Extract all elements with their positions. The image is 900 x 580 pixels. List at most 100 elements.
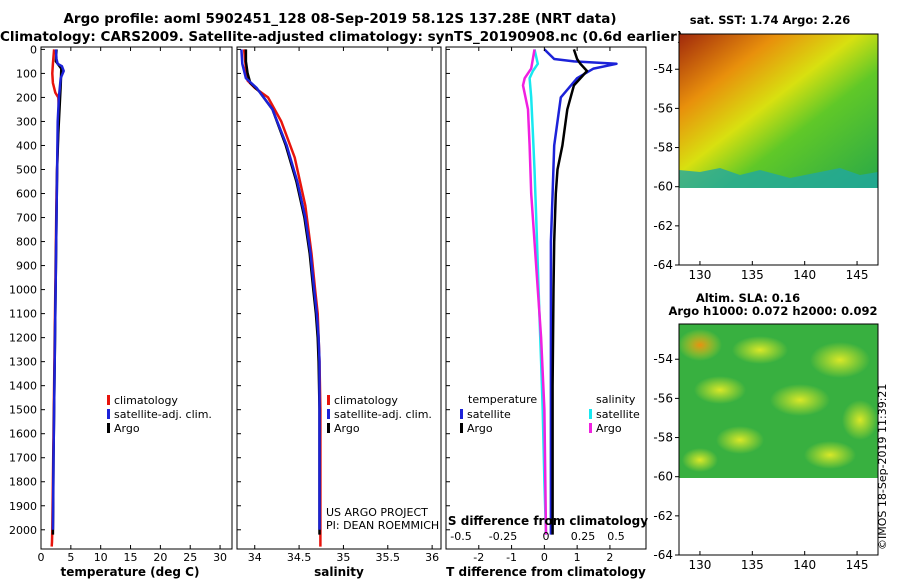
depth-tick-label: 1800 <box>9 476 37 489</box>
title-line-1: Argo profile: aoml 5902451_128 08-Sep-20… <box>63 11 617 27</box>
s-diff-tick-label: 0 <box>543 530 550 543</box>
imos-timestamp: ©IMOS 18-Sep-2019 11:39:21 <box>876 383 889 550</box>
legend-salinity-title: salinity <box>596 393 636 406</box>
depth-tick-label: 700 <box>16 212 37 225</box>
series-salinity-satellite <box>528 49 548 535</box>
map-y-tick-label: -58 <box>653 431 673 445</box>
x-tick-label: 1 <box>574 551 581 564</box>
depth-tick-label: 1000 <box>9 284 37 297</box>
map-y-tick-label: -54 <box>653 352 673 366</box>
x-tick-label: 0 <box>38 551 45 564</box>
series-satellite-adj-clim- <box>51 49 65 530</box>
sst-field <box>679 34 878 188</box>
depth-tick-label: 800 <box>16 236 37 249</box>
temperature-legend: climatology satellite-adj. clim. Argo <box>107 394 212 435</box>
x-tick-label: -2 <box>473 551 484 564</box>
depth-tick-label: 1600 <box>9 428 37 441</box>
x-tick-label: 15 <box>124 551 138 564</box>
salinity-panel: 34 34.5 35 35.5 36 salinity climatology sate… <box>236 46 442 579</box>
s-diff-tick-label: 0.5 <box>607 530 625 543</box>
depth-tick-label: 900 <box>16 260 37 273</box>
legend-t-satellite: satellite <box>467 408 511 421</box>
legend-argo-s: Argo <box>334 422 360 435</box>
difference-panel: -2 -1 0 1 2 T difference from climatology S … <box>445 46 648 579</box>
depth-tick-label: 1700 <box>9 452 37 465</box>
s-diff-tick-label: 0.25 <box>571 530 596 543</box>
depth-tick-label: 1300 <box>9 356 37 369</box>
x-tick-label: 35 <box>336 551 350 564</box>
map-x-tick-label: 145 <box>846 558 869 572</box>
x-tick-label: 34.5 <box>287 551 312 564</box>
map-x-tick-label: 130 <box>688 268 711 282</box>
sst-map-title: sat. SST: 1.74 Argo: 2.26 <box>690 13 850 27</box>
salinity-plot-frame <box>236 46 442 550</box>
s-diff-tick-label: -0.5 <box>450 530 471 543</box>
depth-tick-label: 1100 <box>9 308 37 321</box>
depth-tick-label: 400 <box>16 139 37 152</box>
map-y-tick-label: -64 <box>653 258 673 272</box>
map-y-tick-label: -64 <box>653 548 673 562</box>
temperature-axis-label: temperature (deg C) <box>61 565 200 579</box>
x-tick-label: 25 <box>183 551 197 564</box>
sst-cold-fringe <box>679 168 878 188</box>
x-tick-label: 0 <box>541 551 548 564</box>
legend-temperature-title: temperature <box>468 393 537 406</box>
depth-tick-label: 500 <box>16 163 37 176</box>
map-y-tick-label: -56 <box>653 101 673 115</box>
depth-tick-label: 0 <box>30 43 37 56</box>
sla-map-title-2: Argo h1000: 0.072 h2000: 0.092 <box>668 304 877 318</box>
title-line-2: Climatology: CARS2009. Satellite-adjuste… <box>0 29 683 45</box>
map-x-tick-label: 140 <box>793 268 816 282</box>
depth-tick-label: 100 <box>16 67 37 80</box>
map-x-tick-label: 145 <box>846 268 869 282</box>
sla-map-frame <box>678 323 879 556</box>
legend-climatology-s: climatology <box>334 394 398 407</box>
depth-tick-label: 600 <box>16 188 37 201</box>
depth-tick-label: 1400 <box>9 380 37 393</box>
legend-satellite: satellite-adj. clim. <box>114 408 212 421</box>
legend-argo: Argo <box>114 422 140 435</box>
map-y-tick-label: -60 <box>653 470 673 484</box>
map-x-tick-label: 135 <box>741 558 764 572</box>
x-tick-label: 30 <box>213 551 227 564</box>
map-x-tick-label: 140 <box>793 558 816 572</box>
x-tick-label: 5 <box>67 551 74 564</box>
x-tick-label: 36 <box>425 551 439 564</box>
s-difference-axis-label: S difference from climatology <box>448 514 648 528</box>
difference-plot-frame <box>445 46 647 550</box>
sst-nodata <box>679 188 878 265</box>
x-tick-label: 35.5 <box>376 551 401 564</box>
depth-tick-label: 1200 <box>9 332 37 345</box>
temperature-panel: 0 5 10 15 20 25 30 temperature (deg C) climato… <box>38 46 233 579</box>
x-tick-label: 20 <box>153 551 167 564</box>
legend-s-argo: Argo <box>596 422 622 435</box>
depth-axis: 0 100 200 300 400 500 600 700 800 900 1000 1100 1200… <box>9 43 37 536</box>
x-tick-label: 10 <box>94 551 108 564</box>
depth-tick-label: 1500 <box>9 404 37 417</box>
depth-tick-label: 1900 <box>9 500 37 513</box>
sla-nodata <box>679 478 878 555</box>
series-salinity-argo <box>521 49 548 535</box>
map-y-tick-label: -62 <box>653 509 673 523</box>
map-x-tick-label: 135 <box>741 268 764 282</box>
map-y-tick-label: -54 <box>653 62 673 76</box>
salinity-axis-label: salinity <box>314 565 364 579</box>
map-y-tick-label: -60 <box>653 180 673 194</box>
series-temperature-argo <box>551 49 589 535</box>
sla-map: Altim. SLA: 0.16 Argo h1000: 0.072 h2000… <box>653 291 879 572</box>
salinity-legend: climatology satellite-adj. clim. Argo <box>327 394 432 435</box>
t-difference-axis-label: T difference from climatology <box>446 565 646 579</box>
depth-tick-label: 200 <box>16 91 37 104</box>
sst-map: sat. SST: 1.74 Argo: 2.26 130 135 140 145 -5… <box>653 13 879 282</box>
temperature-plot-frame <box>40 46 233 550</box>
legend-s-satellite: satellite <box>596 408 640 421</box>
legend-satellite-s: satellite-adj. clim. <box>334 408 432 421</box>
s-diff-tick-label: -0.25 <box>489 530 517 543</box>
sst-map-frame <box>678 33 879 266</box>
x-tick-label: 2 <box>606 551 613 564</box>
map-y-tick-label: -56 <box>653 391 673 405</box>
series-satellite-adj-clim- <box>240 49 321 530</box>
credit-line-1: US ARGO PROJECT <box>326 506 428 519</box>
map-y-tick-label: -58 <box>653 141 673 155</box>
series-temperature-satellite <box>543 48 618 535</box>
